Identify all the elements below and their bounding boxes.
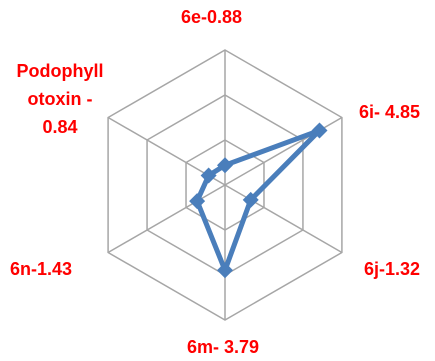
series-line [194, 127, 323, 273]
spoke-2 [224, 184, 343, 254]
radar-series [189, 122, 328, 279]
data-point-5 [200, 167, 217, 184]
axis-label-podophyllotoxin-line-1: Podophyll [16, 61, 104, 81]
axis-label-6j: 6j-1.32 [364, 259, 421, 279]
data-point-3 [217, 262, 233, 279]
axis-label-podophyllotoxin-line-3: 0.84 [42, 117, 78, 137]
data-point-4 [189, 193, 206, 210]
data-point-1 [311, 122, 328, 139]
axis-label-6m: 6m- 3.79 [187, 337, 260, 357]
axis-label-podophyllotoxin-line-2: otoxin - [27, 89, 93, 109]
spoke-4 [107, 184, 226, 254]
axis-label-podophyllotoxin: Podophyll otoxin - 0.84 [10, 57, 110, 141]
radar-spokes [107, 50, 343, 320]
axis-label-6e: 6e-0.88 [181, 7, 243, 27]
data-point-2 [242, 191, 259, 208]
data-point-0 [217, 157, 233, 174]
axis-label-6i: 6i- 4.85 [359, 102, 421, 122]
axis-label-6n: 6n-1.43 [10, 259, 73, 279]
